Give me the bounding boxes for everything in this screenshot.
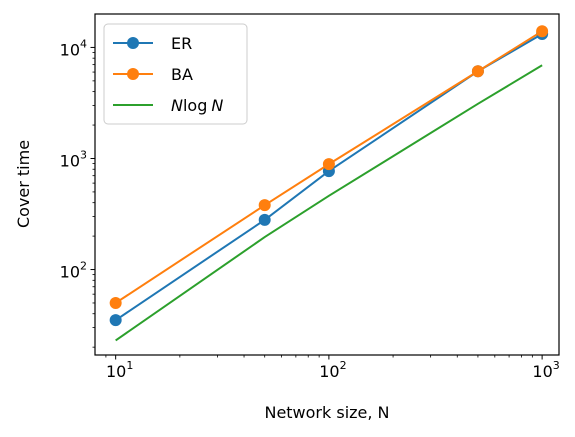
data-point-er <box>258 213 271 226</box>
data-point-ba <box>258 199 271 212</box>
major-ticks: 101 102 103 102 103 104 <box>60 37 560 381</box>
legend-marker-er <box>127 37 139 49</box>
data-point-ba <box>322 158 335 171</box>
y-axis-label: Cover time <box>14 140 33 228</box>
legend-label-ba: BA <box>171 65 193 84</box>
legend-label-n-log-n: Nlog N <box>171 96 223 115</box>
x-tick-label: 101 <box>106 359 133 381</box>
series-layer <box>109 25 549 342</box>
x-axis-label: Network size, N <box>264 403 389 422</box>
legend-label-er: ER <box>171 34 192 53</box>
data-point-er <box>109 314 122 327</box>
plot-frame <box>94 13 560 356</box>
legend: ER BA Nlog N <box>103 23 248 125</box>
y-tick-label: 104 <box>60 37 87 59</box>
y-tick-label: 103 <box>60 148 87 170</box>
legend-marker-ba <box>127 68 139 80</box>
data-point-ba <box>471 65 484 78</box>
data-point-ba <box>109 296 122 309</box>
data-point-ba <box>536 25 549 38</box>
series-line-n-log-n <box>115 64 543 342</box>
legend-box <box>103 23 248 125</box>
y-tick-label: 102 <box>60 260 87 282</box>
x-tick-label: 102 <box>319 359 346 381</box>
x-tick-label: 103 <box>532 359 559 381</box>
